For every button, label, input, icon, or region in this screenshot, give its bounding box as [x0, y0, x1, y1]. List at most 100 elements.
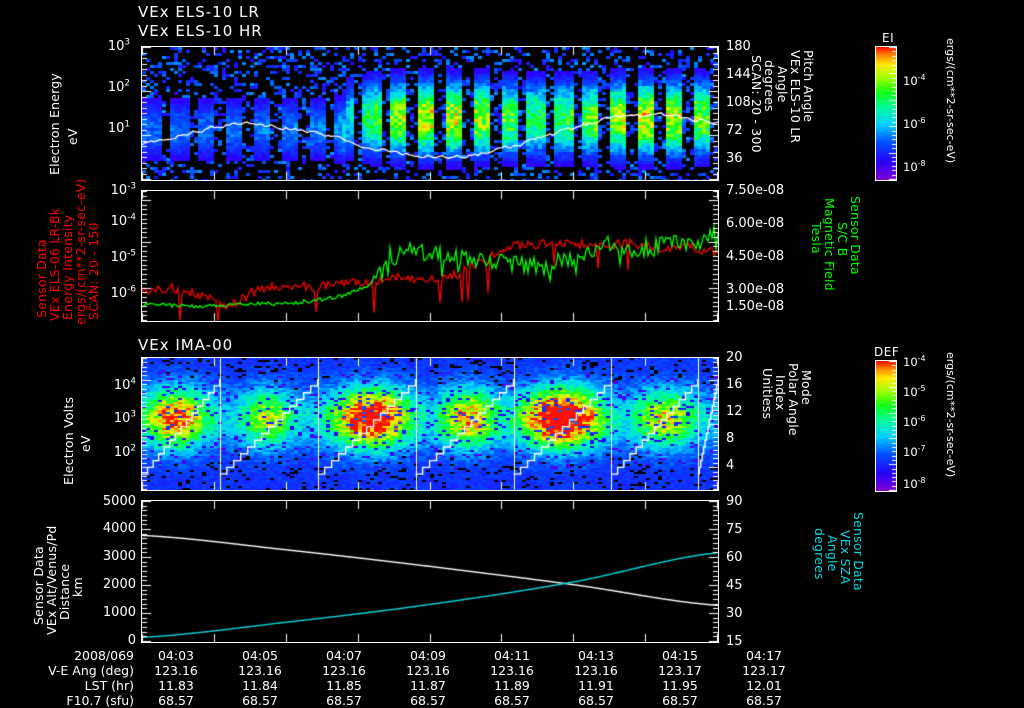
footer-cell: 123.16 [154, 663, 198, 678]
footer-row-label: LST (hr) [84, 678, 134, 693]
footer-cell: 68.57 [242, 693, 278, 708]
panel4-right-axis-label-2: VEx SZA [838, 530, 854, 585]
panel2-ytick-right-3: 3.00e-08 [726, 282, 785, 297]
panel1-plot-area [141, 46, 719, 181]
panel3-ytick-right-1: 16 [726, 377, 743, 392]
panel4-ytick-right-0: 90 [726, 494, 743, 509]
panel2-ytick-2: 10-5 [110, 248, 136, 265]
panel2-right-axis-label-3: Magnetic Field [822, 198, 838, 291]
panel3-right-axis-label-4: Unitless [760, 368, 776, 420]
panel3-plot-area [141, 357, 719, 491]
panel3-ytick-0: 104 [113, 376, 136, 393]
panel3-ytick-right-4: 4 [726, 458, 735, 473]
panel3-colorbar [875, 360, 897, 492]
panel4-right-axis-label-1: Sensor Data [851, 512, 867, 591]
panel4-ytick-right-4: 30 [726, 606, 743, 621]
footer-cell: 04:09 [409, 648, 447, 663]
panel2-ytick-0: 10-3 [110, 181, 136, 198]
footer-cell: 04:05 [241, 648, 279, 663]
footer-row: V-E Ang (deg) 123.16 123.16 123.16 123.16 123… [18, 663, 806, 678]
panel1-right-axis-label-5: SCAN: 20 - 300 [749, 55, 765, 153]
panel2-ytick-1: 10-4 [110, 212, 136, 229]
panel4-plot-area [141, 500, 719, 643]
panel3-title: VEx IMA-00 [138, 336, 234, 354]
panel1-ytick-1: 102 [107, 78, 130, 95]
footer-cell: 11.89 [494, 678, 530, 693]
footer-row: F10.7 (sfu) 68.57 68.57 68.57 68.57 68.57 68.5… [18, 693, 806, 708]
panel1-ytick-right-4: 36 [726, 151, 743, 166]
panel1-left-axis-label-2: eV [65, 128, 80, 145]
footer-row: 2008/069 04:03 04:05 04:07 04:09 04:11 04:13 04… [18, 648, 806, 663]
footer-cell: 123.17 [742, 663, 786, 678]
panel2-ytick-right-0: 7.50e-08 [726, 183, 785, 198]
panel3-colorbar-tick-1: 10-5 [903, 384, 926, 399]
panel4-ytick-4: 1000 [102, 605, 136, 620]
panel3-colorbar-tick-0: 10-4 [903, 354, 926, 369]
footer-table: 2008/069 04:03 04:05 04:07 04:09 04:11 04:13 04… [18, 648, 806, 708]
panel2-ytick-3: 10-6 [110, 284, 136, 301]
panel2-plot-area [141, 190, 719, 322]
panel1-right-axis-label-1: Pitch Angle [801, 50, 817, 123]
footer-row-label: V-E Ang (deg) [48, 663, 134, 678]
panel4-ytick-right-1: 75 [726, 522, 743, 537]
panel2-right-axis-label-1: Sensor Data [848, 196, 864, 275]
panel3-right-axis-label-2: Polar Angle [786, 363, 802, 436]
panel3-colorbar-tick-3: 10-7 [903, 444, 926, 459]
panel1-right-axis-label-4: degrees [762, 60, 778, 112]
panel4-ytick-right-5: 15 [726, 634, 743, 649]
footer-cell: 11.87 [410, 678, 446, 693]
footer-cell: 68.57 [578, 693, 614, 708]
footer-cell: 04:17 [745, 648, 783, 663]
footer-cell: 123.16 [574, 663, 618, 678]
panel1-right-axis-label-3: Angle [775, 66, 791, 103]
footer-row-label: F10.7 (sfu) [66, 693, 134, 708]
panel4-right-axis-label-3: Angle [825, 535, 841, 572]
panel4-ytick-right-3: 45 [726, 578, 743, 593]
panel4-ytick-5: 0 [127, 633, 136, 648]
panel2-ytick-right-4: 1.50e-08 [726, 299, 785, 314]
footer-row: LST (hr) 11.83 11.84 11.85 11.87 11.89 11.91 11… [18, 678, 806, 693]
panel3-left-axis-label-2: eV [78, 435, 93, 452]
panel1-ytick-right-3: 72 [726, 123, 743, 138]
panel4-ytick-2: 3000 [102, 549, 136, 564]
panel1-ytick-0: 103 [107, 37, 130, 54]
footer-cell: 123.16 [490, 663, 534, 678]
panel1-left-axis-label-1: Electron Energy [47, 72, 62, 175]
footer-cell: 68.57 [326, 693, 362, 708]
footer-cell: 11.84 [242, 678, 278, 693]
panel1-colorbar-title: EI [882, 31, 895, 45]
panel2-right-axis-label-4: Tesla [809, 222, 825, 254]
panel1-ytick-right-2: 108 [726, 95, 751, 110]
panel1-right-axis-label-2: VEx ELS-10 LR [788, 50, 804, 144]
footer-cell: 11.85 [326, 678, 362, 693]
panel3-ytick-2: 102 [113, 443, 136, 460]
panel1-colorbar-unit: ergs/(cm**2-sr-sec-eV) [944, 38, 957, 164]
panel3-colorbar-title: DEF [874, 345, 900, 359]
footer-cell: 68.57 [158, 693, 194, 708]
panel3-ytick-right-3: 8 [726, 431, 735, 446]
footer-cell: 123.16 [322, 663, 366, 678]
footer-cell: 04:07 [325, 648, 363, 663]
panel1-colorbar-tick-2: 10-8 [903, 159, 926, 174]
panel3-colorbar-unit: ergs/(cm**2-sr-sec-eV) [944, 352, 957, 478]
panel1-title-lr: VEx ELS-10 LR [138, 3, 260, 21]
panel3-ytick-right-0: 20 [726, 350, 743, 365]
footer-cell: 04:13 [577, 648, 615, 663]
footer-cell: 04:03 [157, 648, 195, 663]
panel4-ytick-3: 2000 [102, 577, 136, 592]
panel3-right-axis-label-1: Mode [799, 370, 815, 405]
panel3-ytick-1: 103 [113, 409, 136, 426]
panel3-colorbar-tick-2: 10-6 [903, 414, 926, 429]
footer-cell: 68.57 [746, 693, 782, 708]
panel1-ytick-right-0: 180 [726, 39, 751, 54]
panel4-left-axis-label-3: Distance [57, 563, 72, 620]
panel2-ytick-right-1: 6.00e-08 [726, 216, 785, 231]
footer-cell: 68.57 [494, 693, 530, 708]
footer-cell: 68.57 [662, 693, 698, 708]
panel1-title-hr: VEx ELS-10 HR [138, 22, 263, 40]
footer-cell: 123.17 [658, 663, 702, 678]
panel1-colorbar-tick-1: 10-6 [903, 116, 926, 131]
panel3-right-axis-label-3: Index [773, 375, 789, 411]
panel3-ytick-right-2: 12 [726, 404, 743, 419]
